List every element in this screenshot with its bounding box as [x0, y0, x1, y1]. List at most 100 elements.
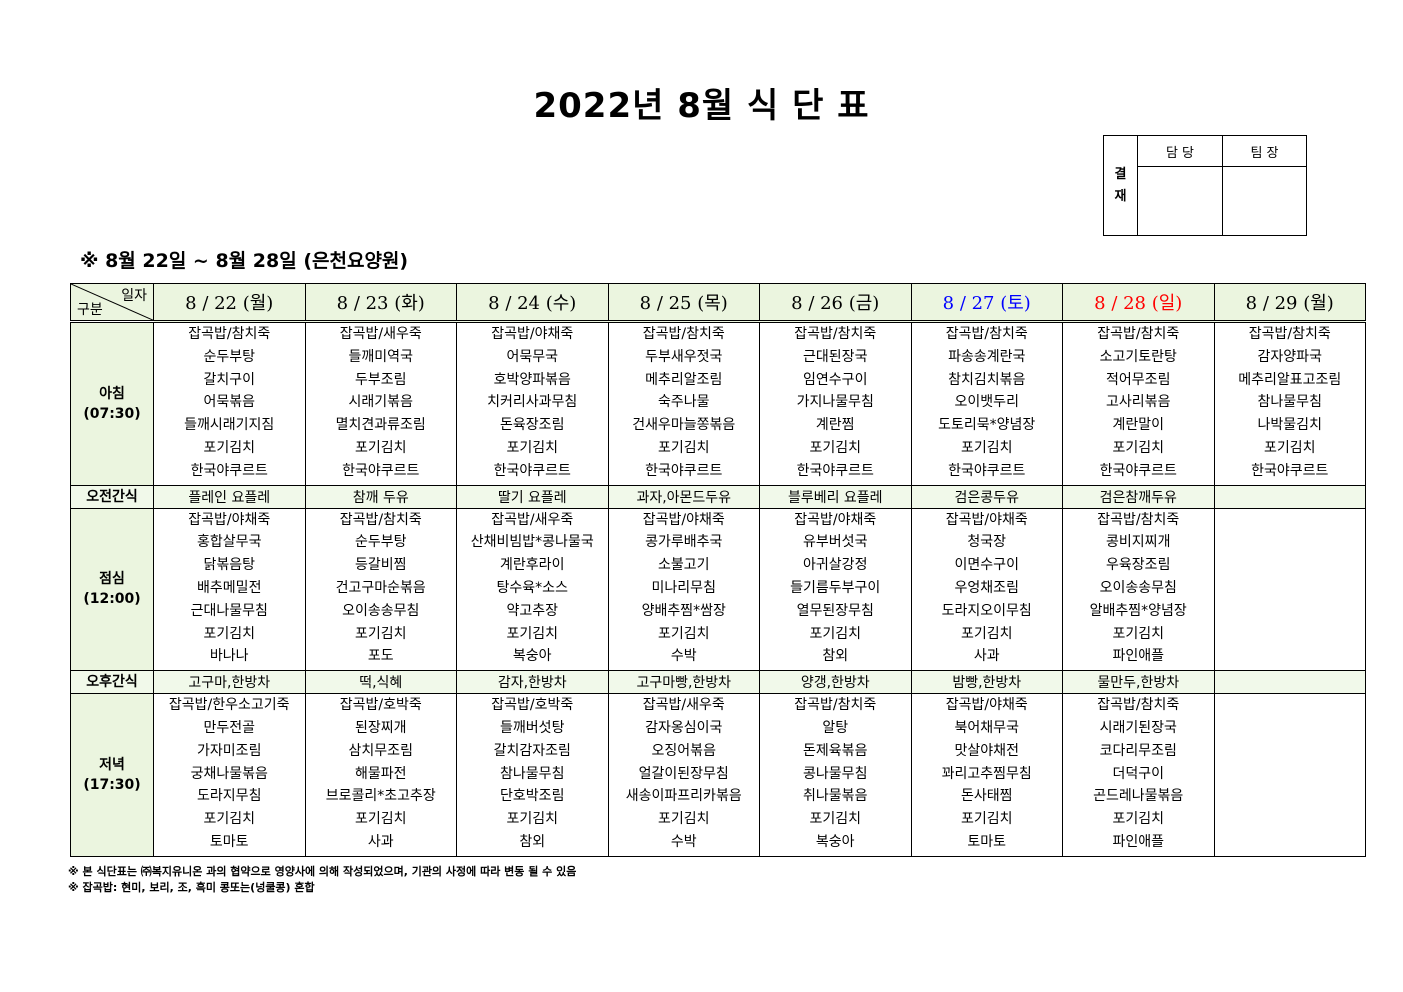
- menu-cell: 잡곡밥/참치죽 근대된장국 임연수구이 가지나물무침 계란찜 포기김치 한국야쿠르트: [759, 321, 912, 486]
- menu-item: 바나나: [209, 648, 249, 665]
- approval-sign-team-lead[interactable]: [1222, 166, 1307, 236]
- menu-item: 한국야쿠르트: [493, 462, 571, 479]
- menu-item: 감자옹심이국: [645, 719, 723, 736]
- menu-item: 복숭아: [512, 648, 552, 665]
- menu-item: 잡곡밥/야채죽: [945, 697, 1028, 714]
- menu-item: 돈사태찜: [960, 788, 1013, 805]
- menu-item: 잡곡밥/참치죽: [794, 697, 877, 714]
- menu-item: 포기김치: [809, 625, 862, 642]
- menu-item: 들깨시래기지짐: [184, 417, 275, 434]
- row-label: 저녁 (17:30): [70, 693, 154, 857]
- menu-item: 잡곡밥/새우죽: [339, 326, 422, 342]
- menu-cell: [1213, 484, 1366, 509]
- menu-cell: 잡곡밥/호박죽 된장찌개 삼치무조림 해물파전 브로콜리*초고추장 포기김치 사과: [304, 693, 457, 857]
- menu-item: 포기김치: [960, 439, 1013, 456]
- menu-item: 삼치무조림: [348, 742, 413, 759]
- menu-cell: 검은참깨두유: [1062, 484, 1215, 509]
- menu-item: 한국야쿠르트: [190, 462, 268, 479]
- menu-item: 잡곡밥/새우죽: [491, 511, 574, 528]
- menu-item: 들기름두부구이: [790, 579, 881, 596]
- menu-item: 돈육장조림: [500, 417, 565, 434]
- menu-item: 오이송송무침: [342, 602, 420, 619]
- menu-item: 잡곡밥/한우소고기죽: [168, 697, 290, 714]
- menu-cell: 잡곡밥/참치죽 시래기된장국 코다리무조림 더덕구이 곤드레나물볶음 포기김치 파인애플: [1062, 693, 1215, 857]
- menu-item: 들깨미역국: [348, 348, 413, 365]
- menu-item: 포기김치: [354, 625, 407, 642]
- menu-item: 참나물무침: [500, 765, 565, 782]
- menu-item: 포기김치: [809, 439, 862, 456]
- menu-item: 잡곡밥/참치죽: [642, 326, 725, 342]
- menu-item: 파인애플: [1112, 648, 1165, 665]
- menu-item: 근대된장국: [803, 348, 868, 365]
- snack-row: 오전간식 플레인 요플레 참깨 두유 딸기 요플레 과자,아몬드두유 블루베리 요플레 검은…: [70, 484, 1366, 509]
- date-header: 8 / 29 (월): [1213, 283, 1366, 323]
- menu-item: 콩가루배추국: [645, 534, 723, 551]
- menu-item: 계란말이: [1112, 417, 1165, 434]
- menu-item: 돈제육볶음: [803, 742, 868, 759]
- menu-cell: 잡곡밥/새우죽 산채비빔밥*콩나물국 계란후라이 탕수육*소스 약고추장 포기김치 복숭아: [456, 507, 609, 672]
- menu-cell: [1213, 507, 1366, 672]
- meal-time: (17:30): [83, 776, 141, 793]
- menu-item: 가자미조림: [197, 742, 262, 759]
- approval-sign-staff[interactable]: [1137, 166, 1223, 236]
- row-label: 점심 (12:00): [70, 507, 154, 672]
- menu-cell: 검은콩두유: [910, 484, 1063, 509]
- menu-cell: [1213, 693, 1366, 857]
- menu-item: 도라지무침: [197, 788, 262, 805]
- menu-item: 맛살야채전: [954, 742, 1019, 759]
- menu-item: 감자양파국: [1257, 348, 1322, 365]
- menu-item: 잡곡밥/야채죽: [642, 511, 725, 528]
- date-header: 8 / 26 (금): [759, 283, 912, 323]
- menu-item: 알배추찜*양념장: [1089, 602, 1187, 619]
- menu-item: 잡곡밥/참치죽: [1097, 326, 1180, 342]
- menu-item: 치커리사과무침: [487, 394, 578, 411]
- corner-date-label: 일자: [121, 288, 147, 304]
- menu-item: 건새우마늘쫑볶음: [632, 417, 736, 434]
- menu-item: 잡곡밥/야채죽: [794, 511, 877, 528]
- menu-item: 콩나물무침: [803, 765, 868, 782]
- page-title: 2022년 8월 식 단 표: [533, 86, 870, 126]
- menu-item: 들깨버섯탕: [500, 719, 565, 736]
- menu-cell: 잡곡밥/야채죽 북어채무국 맛살야채전 꽈리고추찜무침 돈사태찜 포기김치 토마토: [910, 693, 1063, 857]
- meal-row: 점심 (12:00) 잡곡밥/야채죽 홍합살무국 닭볶음탕 배추메밀전 근대나물무침 포기김치…: [70, 507, 1366, 672]
- menu-item: 소고기토란탕: [1099, 348, 1177, 365]
- menu-item: 우엉채조림: [954, 579, 1019, 596]
- meal-name: 저녁: [99, 756, 125, 773]
- menu-item: 시래기된장국: [1099, 719, 1177, 736]
- meal-time: (07:30): [83, 405, 141, 422]
- menu-item: 갈치구이: [203, 371, 256, 388]
- menu-cell: 과자,아몬드두유: [607, 484, 760, 509]
- row-label: 아침 (07:30): [70, 321, 154, 486]
- menu-item: 고사리볶음: [1106, 394, 1171, 411]
- menu-item: 복숭아: [815, 833, 855, 850]
- menu-cell: 잡곡밥/참치죽 소고기토란탕 적어무조림 고사리볶음 계란말이 포기김치 한국야쿠르트: [1062, 321, 1215, 486]
- approval-col-staff: 담 당: [1137, 135, 1223, 167]
- menu-cell: 양갱,한방차: [759, 670, 912, 695]
- approval-label: 결 재: [1103, 135, 1138, 236]
- menu-cell: 감자,한방차: [456, 670, 609, 695]
- menu-item: 잡곡밥/호박죽: [339, 697, 422, 714]
- menu-item: 어묵볶음: [203, 394, 256, 411]
- menu-item: 어묵무국: [506, 348, 559, 365]
- date-header: 8 / 27 (토): [910, 283, 1063, 323]
- menu-item: 순두부탕: [354, 534, 407, 551]
- menu-item: 참치김치볶음: [948, 371, 1026, 388]
- menu-cell: 블루베리 요플레: [759, 484, 912, 509]
- menu-cell: [1213, 670, 1366, 695]
- menu-item: 사과: [367, 833, 394, 850]
- menu-cell: 잡곡밥/참치죽 파송송계란국 참치김치볶음 오이뱃두리 도토리묵*양념장 포기김치 한국야쿠…: [910, 321, 1063, 486]
- date-header: 8 / 25 (목): [607, 283, 760, 323]
- menu-item: 포도: [367, 648, 394, 665]
- menu-item: 등갈비찜: [354, 557, 407, 574]
- menu-item: 건고구마순볶음: [335, 579, 426, 596]
- menu-item: 꽈리고추찜무침: [941, 765, 1032, 782]
- menu-item: 적어무조림: [1106, 371, 1171, 388]
- menu-cell: 잡곡밥/참치죽 알탕 돈제육볶음 콩나물무침 취나물볶음 포기김치 복숭아: [759, 693, 912, 857]
- menu-item: 잡곡밥/야채죽: [188, 511, 271, 528]
- meal-name: 오전간식: [86, 488, 138, 505]
- menu-cell: 잡곡밥/새우죽 감자옹심이국 오징어볶음 얼갈이된장무침 새송이파프리카볶음 포기김치 수박: [607, 693, 760, 857]
- menu-item: 잡곡밥/야채죽: [491, 326, 574, 342]
- corner-category-label: 구분: [77, 302, 103, 318]
- menu-cell: 딸기 요플레: [456, 484, 609, 509]
- menu-item: 사과: [973, 648, 1000, 665]
